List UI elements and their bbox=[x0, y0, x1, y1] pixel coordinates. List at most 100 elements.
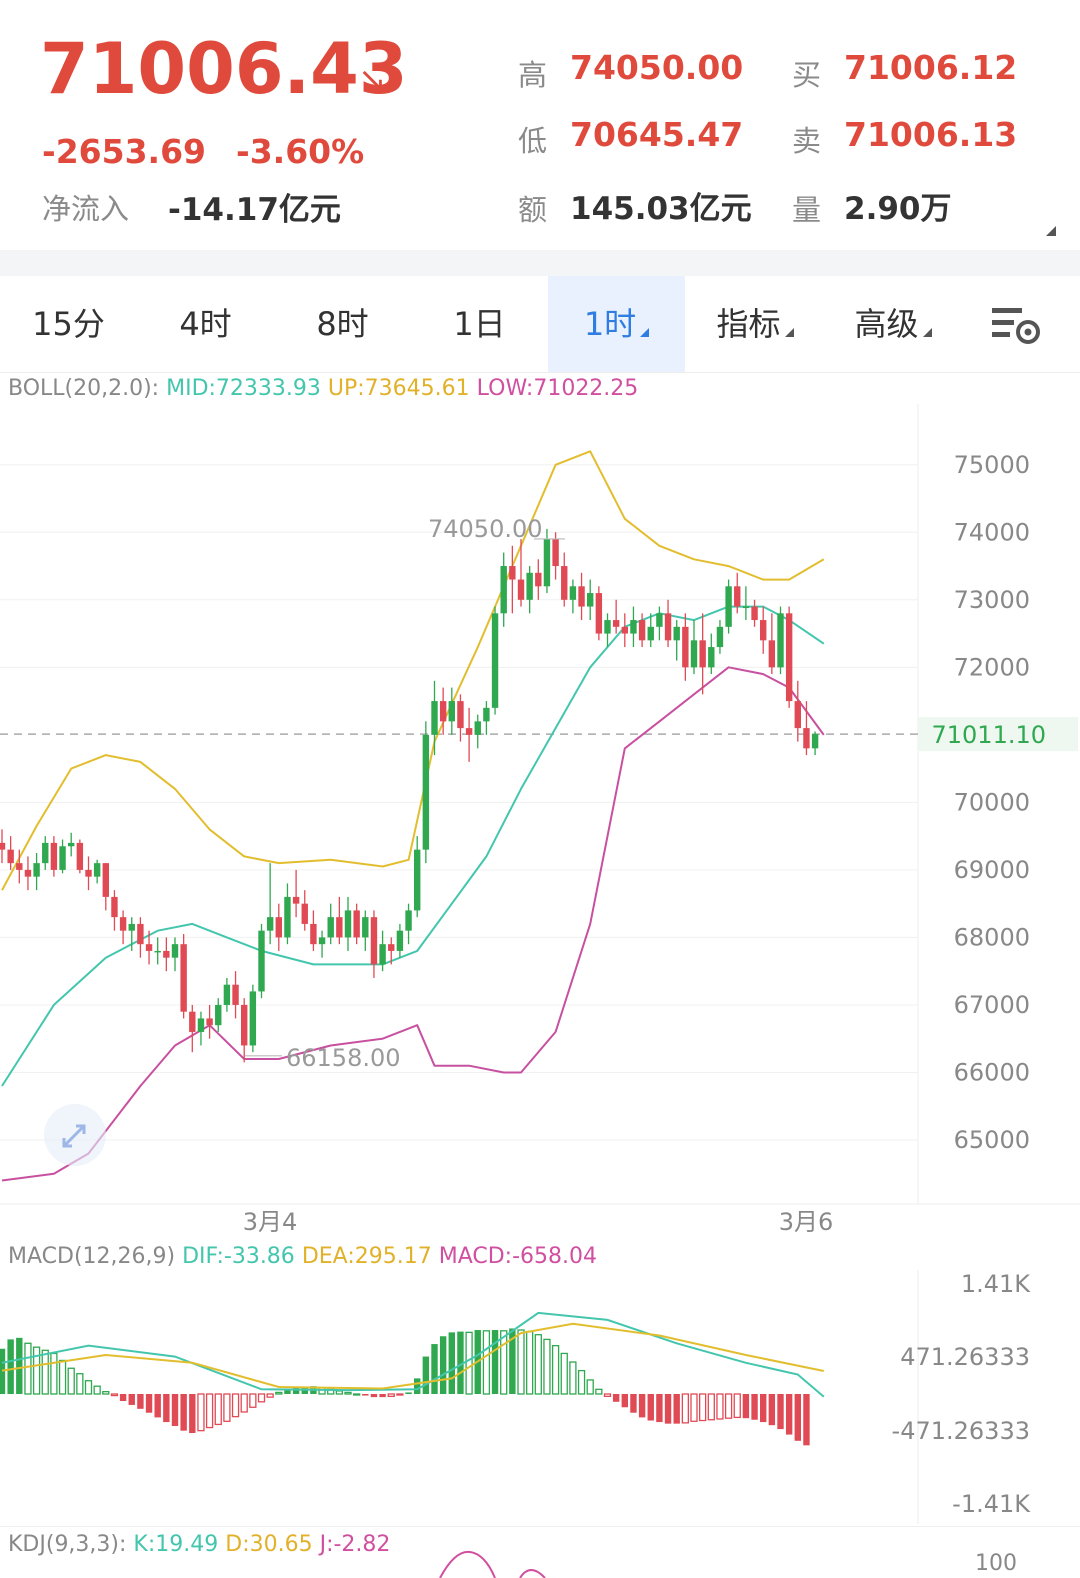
macd-bar bbox=[785, 1394, 793, 1435]
candle-body bbox=[258, 930, 265, 992]
candle-body bbox=[483, 707, 490, 722]
candle-body bbox=[405, 910, 412, 931]
tab-1day[interactable]: 1日 bbox=[453, 305, 506, 343]
expand-corner-icon[interactable] bbox=[1046, 226, 1056, 236]
bid-label: 买 bbox=[792, 58, 822, 92]
macd-bar bbox=[664, 1394, 672, 1424]
candle-body bbox=[7, 849, 14, 864]
macd-bar bbox=[76, 1373, 84, 1395]
macd-chart[interactable]: 1.41K 471.26333 -471.26333 -1.41K bbox=[0, 1270, 1080, 1524]
candle-body bbox=[93, 863, 101, 877]
macd-bar bbox=[551, 1344, 560, 1395]
candle-body bbox=[578, 586, 585, 607]
low-value: 70645.47 bbox=[570, 115, 744, 154]
macd-bar bbox=[214, 1393, 222, 1426]
macd-bar bbox=[681, 1393, 689, 1424]
macd-bar bbox=[119, 1394, 127, 1402]
candle-body bbox=[751, 606, 758, 621]
boll-low: LOW:71022.25 bbox=[476, 376, 639, 401]
candle-body bbox=[509, 566, 516, 580]
macd-bar bbox=[154, 1394, 161, 1418]
candle-body bbox=[604, 620, 611, 634]
candle-body bbox=[526, 572, 533, 600]
macd-bar bbox=[58, 1359, 67, 1395]
y-tick-label: 67000 bbox=[954, 991, 1030, 1019]
macd-bar bbox=[414, 1378, 421, 1394]
macd-bar bbox=[577, 1369, 586, 1395]
candle-body bbox=[119, 917, 127, 931]
macd-bar bbox=[482, 1330, 491, 1395]
dropdown-triangle-icon bbox=[640, 328, 650, 337]
macd-dif-line bbox=[1, 1311, 825, 1398]
amount-label: 额 bbox=[518, 193, 548, 227]
candle-body bbox=[370, 917, 378, 965]
candle-body bbox=[85, 869, 92, 877]
tab-4hour[interactable]: 4时 bbox=[179, 305, 232, 343]
candle-body bbox=[396, 930, 404, 951]
macd-bar bbox=[275, 1391, 283, 1395]
candle-body bbox=[189, 1011, 196, 1032]
last-price: 71006.43 bbox=[40, 28, 408, 110]
boll-name: BOLL(20,2.0): bbox=[8, 376, 160, 401]
candle-body bbox=[777, 613, 784, 668]
macd-bar bbox=[67, 1367, 75, 1395]
macd-bar bbox=[223, 1393, 231, 1422]
candle-body bbox=[587, 593, 594, 607]
candle-body bbox=[500, 566, 507, 614]
candle-body bbox=[664, 613, 672, 641]
macd-bar bbox=[751, 1394, 758, 1420]
chart-settings-icon[interactable] bbox=[990, 302, 1046, 348]
y-tick-label: 70000 bbox=[954, 788, 1030, 816]
y-tick-label: 66000 bbox=[954, 1058, 1030, 1086]
tab-advanced[interactable]: 高级 bbox=[828, 276, 958, 372]
candle-body bbox=[768, 640, 776, 668]
candle-body bbox=[422, 734, 430, 850]
macd-bar bbox=[335, 1390, 344, 1395]
macd-bar bbox=[560, 1352, 568, 1395]
x-tick-label: 3月4 bbox=[243, 1208, 298, 1234]
macd-bar bbox=[231, 1393, 240, 1418]
macd-bar bbox=[586, 1379, 594, 1395]
candle-body bbox=[690, 640, 698, 668]
candle-body bbox=[59, 846, 66, 870]
tab-indicators[interactable]: 指标 bbox=[690, 276, 820, 372]
macd-bar bbox=[509, 1328, 516, 1394]
candle-body bbox=[68, 842, 75, 847]
macd-bar bbox=[145, 1394, 153, 1413]
macd-bar bbox=[621, 1394, 628, 1408]
candle-body bbox=[673, 626, 680, 641]
candle-body bbox=[353, 910, 360, 938]
candle-body bbox=[266, 917, 274, 931]
period-tabs: 15分 4时 8时 1日 1时 指标 高级 bbox=[0, 276, 1080, 373]
macd-bar bbox=[197, 1393, 205, 1432]
macd-bar bbox=[448, 1332, 455, 1394]
fullscreen-icon[interactable] bbox=[44, 1104, 106, 1166]
macd-bar bbox=[517, 1329, 525, 1395]
macd-bar bbox=[370, 1394, 378, 1398]
y-tick-label: 69000 bbox=[954, 856, 1030, 884]
candle-body bbox=[344, 910, 352, 938]
change-value: -2653.69 bbox=[42, 132, 207, 171]
y-tick-label: 72000 bbox=[954, 653, 1030, 681]
candle-body bbox=[215, 1004, 222, 1026]
macd-bar bbox=[84, 1380, 93, 1395]
candle-body bbox=[569, 586, 577, 600]
macd-bar bbox=[240, 1393, 248, 1413]
candle-body bbox=[301, 903, 308, 924]
tab-8hour[interactable]: 8时 bbox=[316, 305, 369, 343]
macd-bar bbox=[292, 1387, 300, 1394]
tab-1hour[interactable]: 1时 bbox=[548, 276, 685, 372]
ask-value: 71006.13 bbox=[844, 115, 1018, 154]
macd-bar bbox=[543, 1338, 551, 1395]
candlestick-chart[interactable]: 75000 74000 73000 72000 71011.10 70000 69000 68… bbox=[0, 404, 1080, 1234]
netflow-label: 净流入 bbox=[42, 192, 130, 226]
dropdown-triangle-icon bbox=[922, 328, 932, 337]
y-tick-label: 75000 bbox=[954, 451, 1030, 479]
candle-body bbox=[336, 917, 343, 938]
kdj-name: KDJ(9,3,3): bbox=[8, 1532, 127, 1557]
candle-body bbox=[742, 606, 750, 609]
max-price-label: 74050.00 bbox=[428, 515, 543, 543]
tab-15min[interactable]: 15分 bbox=[32, 305, 105, 343]
macd-bar bbox=[387, 1393, 395, 1397]
candle-body bbox=[180, 944, 187, 1012]
